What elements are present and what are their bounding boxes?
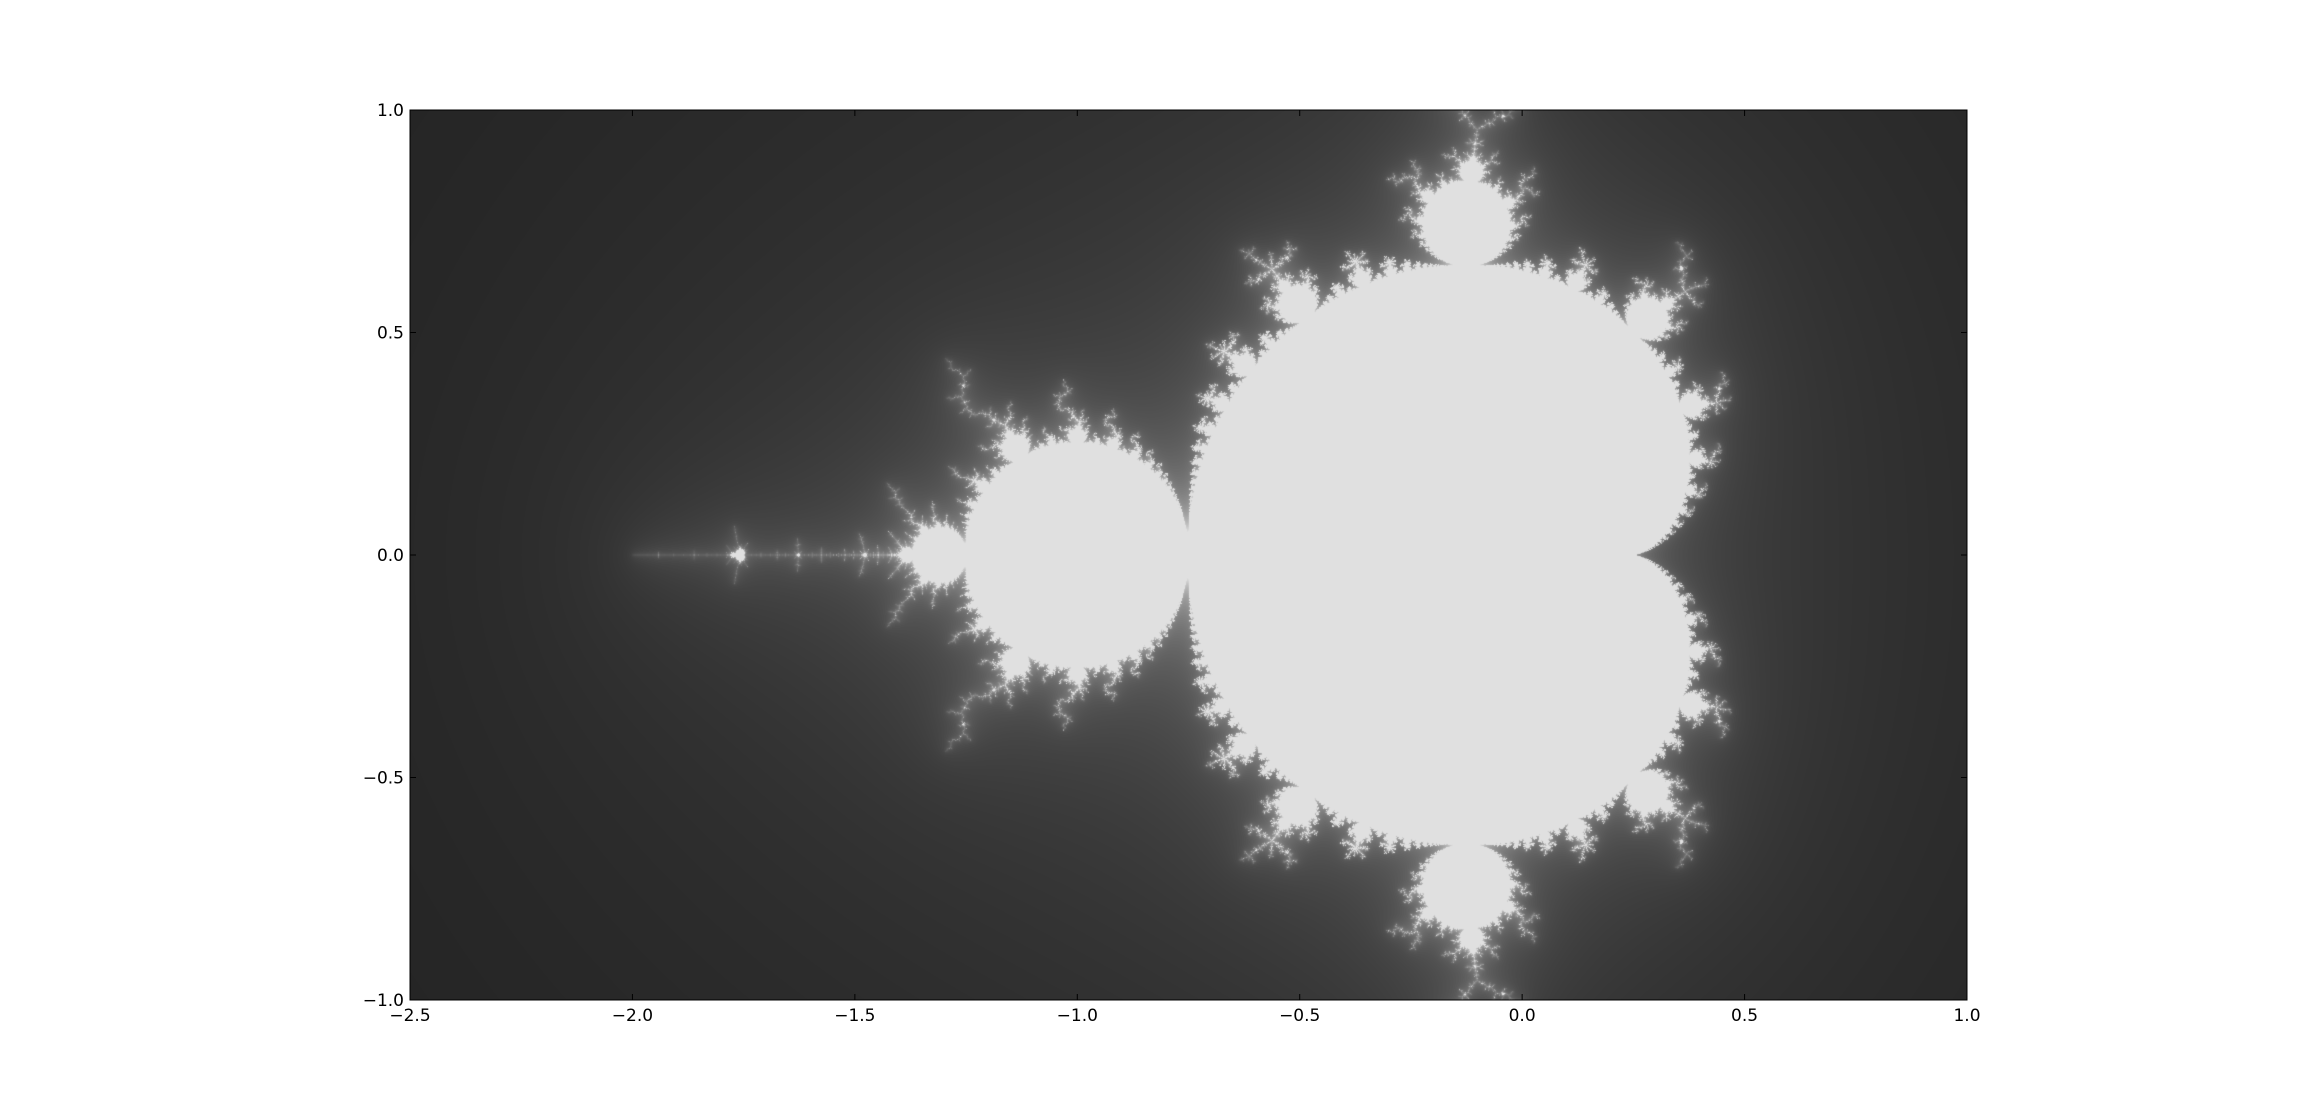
y-tick-label: 0.5 [377,324,404,344]
y-tick-label: −1.0 [363,991,404,1011]
x-tick-label: −1.0 [1057,1006,1098,1026]
x-tick-label: −2.0 [612,1006,653,1026]
y-tick-label: 1.0 [377,101,404,121]
x-tick-label: −1.5 [834,1006,875,1026]
x-tick-label: −2.5 [389,1006,430,1026]
y-tick-label: 0.0 [377,546,404,566]
plot-area [409,109,1968,1001]
x-tick-label: 1.0 [1953,1006,1980,1026]
x-tick-label: −0.5 [1279,1006,1320,1026]
x-axis-ticks: −2.5 −2.0 −1.5 −1.0 −0.5 0.0 0.5 1.0 [389,110,1981,1026]
y-tick-label: −0.5 [363,769,404,789]
mandelbrot-image-container [410,110,1967,1000]
x-tick-label: 0.5 [1731,1006,1758,1026]
y-axis-ticks: −1.0 −0.5 0.0 0.5 1.0 [363,101,1967,1011]
mandelbrot-image [410,110,1967,1000]
x-tick-label: 0.0 [1509,1006,1536,1026]
